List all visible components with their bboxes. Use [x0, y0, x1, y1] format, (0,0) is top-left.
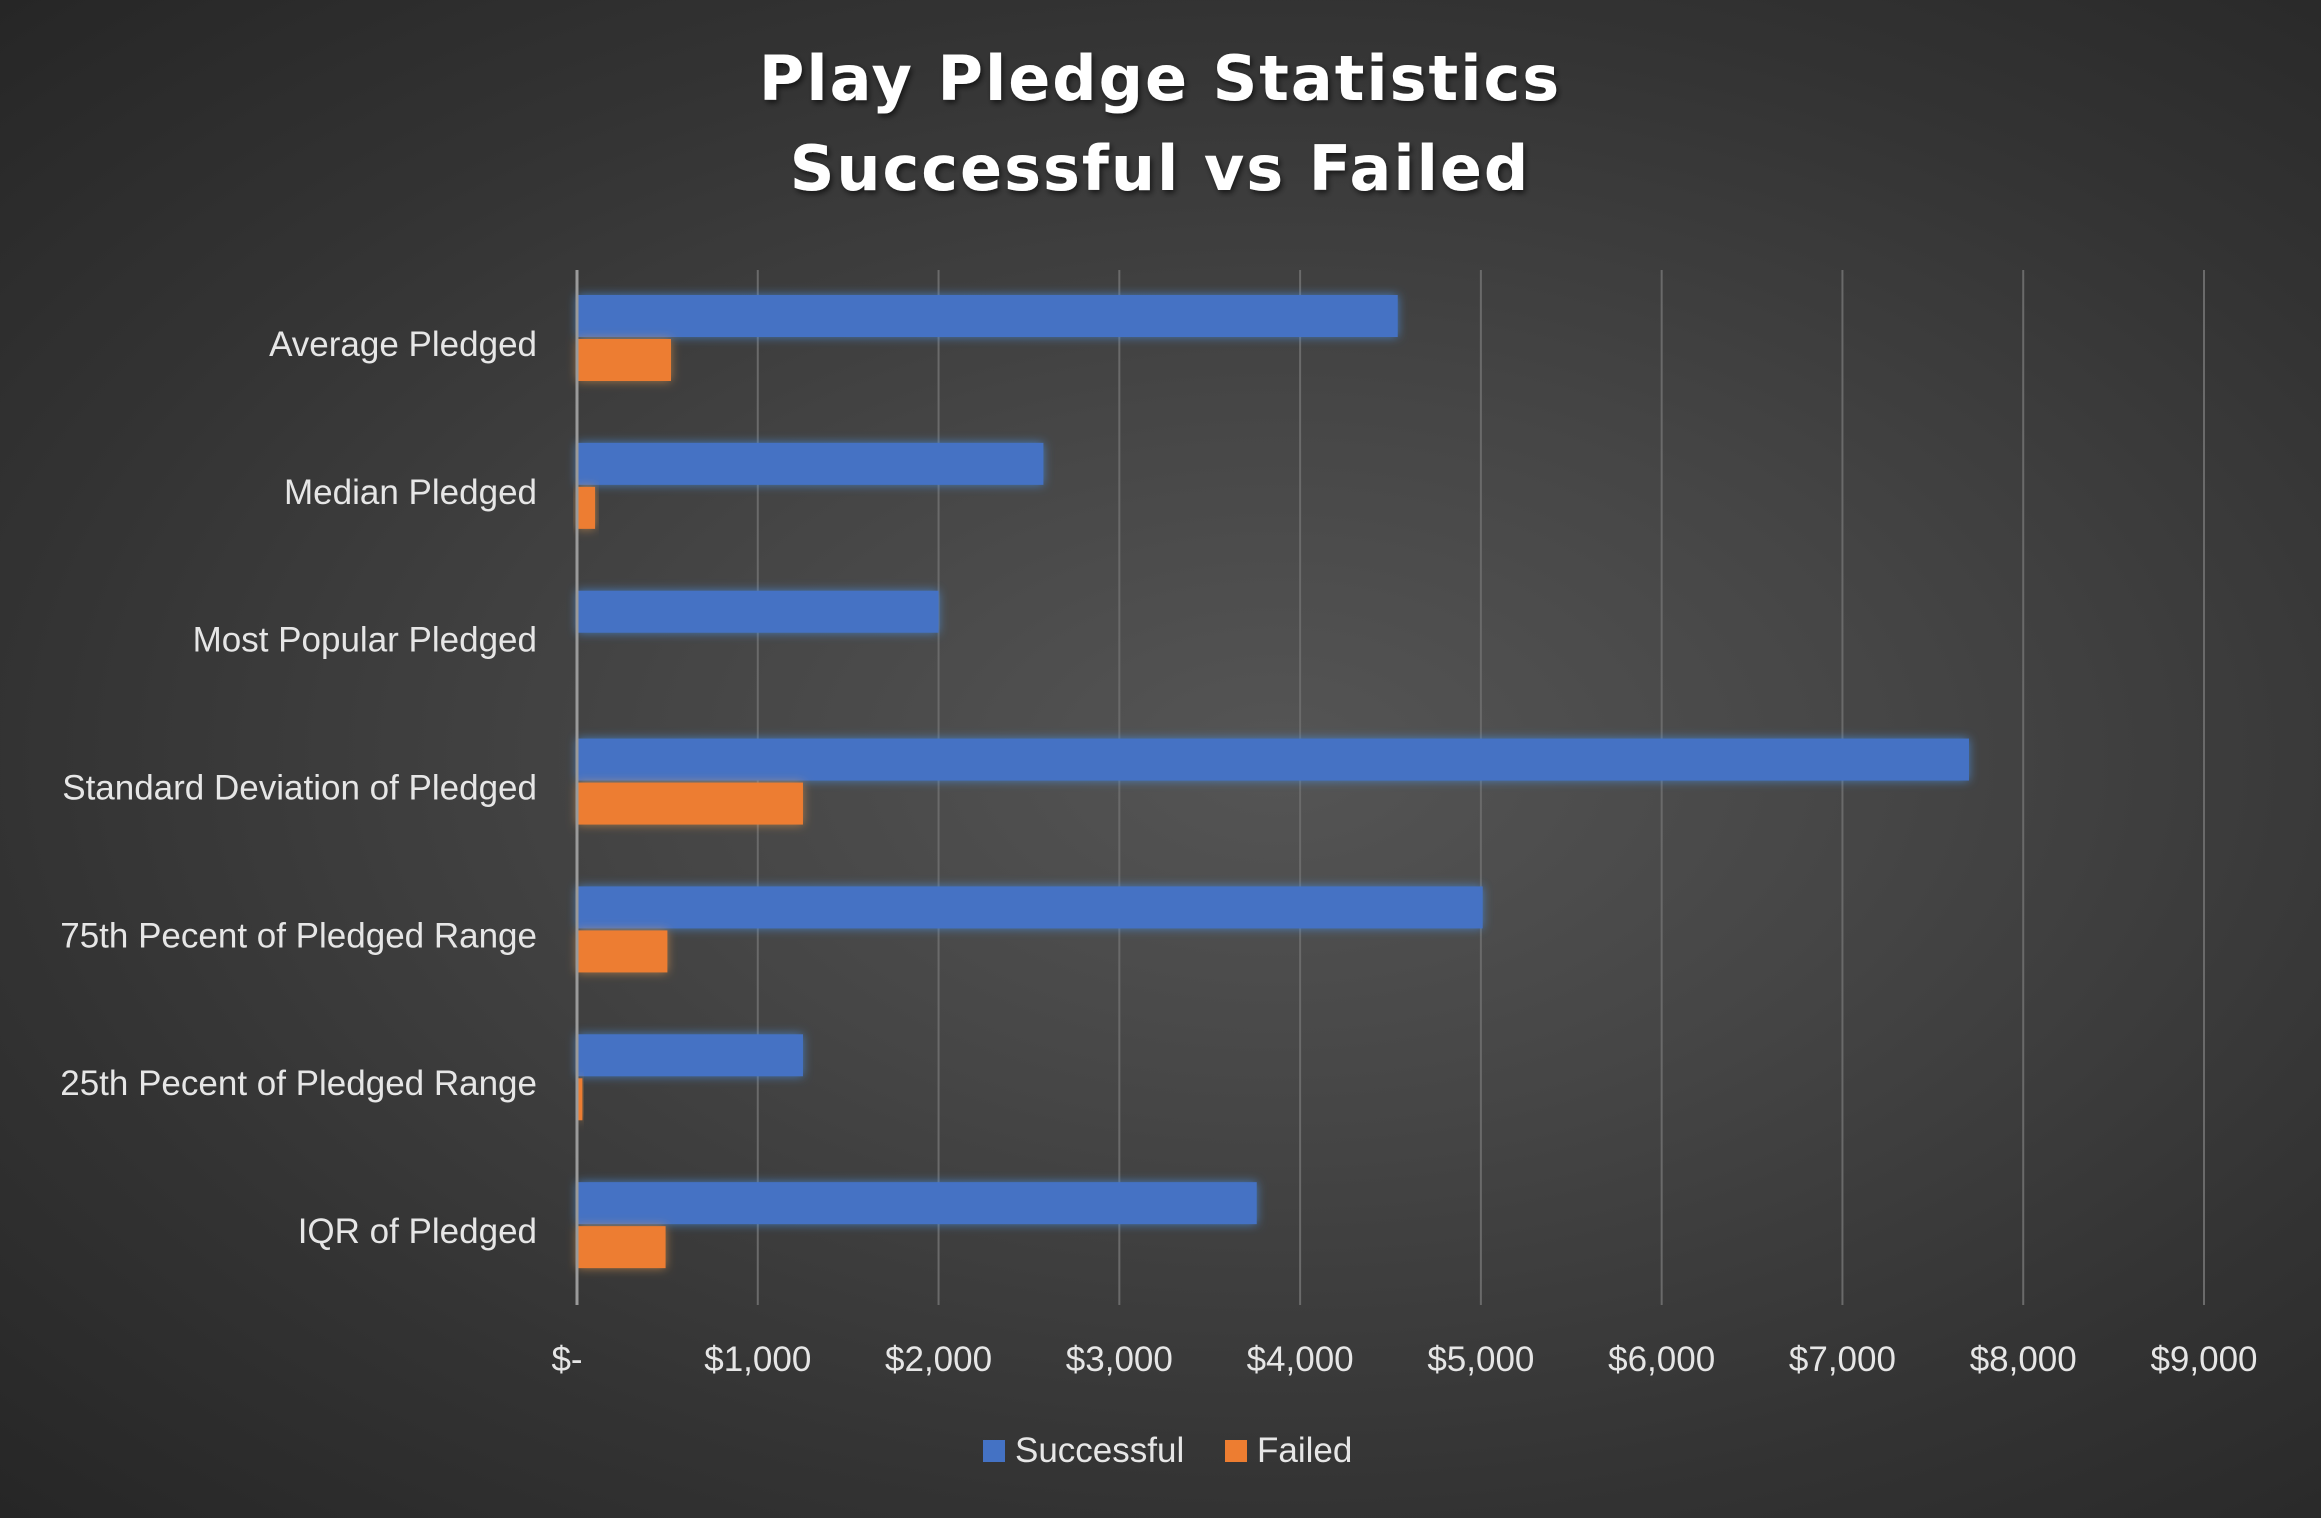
- category-label: Standard Deviation of Pledged: [62, 769, 537, 808]
- bar-successful-3: [577, 590, 939, 633]
- gridlines: [756, 270, 2205, 1305]
- bar-failed-2: [577, 486, 596, 529]
- x-tick-label: $3,000: [1066, 1340, 1173, 1379]
- legend-swatch-failed: [1225, 1440, 1247, 1462]
- x-tick-label: $2,000: [885, 1340, 992, 1379]
- category-label: IQR of Pledged: [298, 1212, 537, 1251]
- x-tick-label: $-: [551, 1340, 582, 1379]
- x-tick-labels: $- $1,000 $2,000 $3,000 $4,000 $5,000 $6,000 $7…: [551, 1340, 2257, 1379]
- x-tick-label: $8,000: [1970, 1340, 2077, 1379]
- x-tick-label: $4,000: [1247, 1340, 1354, 1379]
- bar-successful-2: [577, 442, 1044, 485]
- bars: [577, 295, 1969, 1269]
- category-label: Most Popular Pledged: [193, 621, 537, 660]
- bar-successful-1: [577, 295, 1398, 337]
- bar-successful-4: [577, 738, 1969, 781]
- legend-label-successful: Successful: [1015, 1431, 1184, 1470]
- legend-swatch-successful: [983, 1440, 1005, 1462]
- bar-failed-6: [577, 1078, 583, 1121]
- x-tick-label: $1,000: [704, 1340, 811, 1379]
- category-label: Average Pledged: [269, 325, 537, 364]
- category-label: 25th Pecent of Pledged Range: [60, 1064, 537, 1103]
- x-tick-label: $6,000: [1608, 1340, 1715, 1379]
- chart-title: Play Pledge Statistics: [759, 42, 1561, 115]
- bar-failed-5: [577, 930, 668, 973]
- x-tick-label: $5,000: [1427, 1340, 1534, 1379]
- bar-failed-4: [577, 782, 803, 825]
- legend: Successful Failed: [983, 1431, 1352, 1470]
- x-tick-label: $7,000: [1789, 1340, 1896, 1379]
- chart-subtitle: Successful vs Failed: [790, 132, 1531, 205]
- bar-failed-7: [577, 1226, 666, 1269]
- bar-successful-6: [577, 1034, 803, 1077]
- bar-successful-7: [577, 1182, 1257, 1225]
- category-label: Median Pledged: [284, 473, 537, 512]
- bar-successful-5: [577, 886, 1483, 929]
- bar-failed-1: [577, 339, 672, 381]
- category-labels: Average Pledged Median Pledged Most Popula…: [60, 325, 537, 1251]
- legend-label-failed: Failed: [1257, 1431, 1352, 1470]
- category-label: 75th Pecent of Pledged Range: [60, 916, 537, 955]
- x-tick-label: $9,000: [2150, 1340, 2257, 1379]
